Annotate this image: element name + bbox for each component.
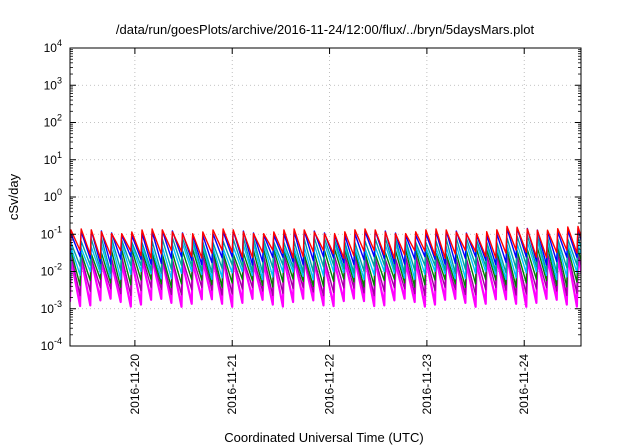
x-tick-label: 2016-11-21 xyxy=(225,354,239,415)
x-axis: 2016-11-20 2016-11-21 2016-11-22 2016-11-23… xyxy=(128,48,531,415)
y-tick-label: 10-2 xyxy=(41,262,62,279)
chart-title: /data/run/goesPlots/archive/2016-11-24/1… xyxy=(116,22,535,37)
y-tick-label: 10-3 xyxy=(41,299,62,316)
y-tick-label: 103 xyxy=(44,75,62,92)
series-group xyxy=(70,225,581,308)
y-tick-label: 104 xyxy=(44,38,62,55)
grid xyxy=(70,48,581,346)
x-tick-label: 2016-11-20 xyxy=(128,354,142,415)
y-axis: 10-4 10-3 10-2 10-1 100 101 102 103 104 xyxy=(41,38,581,353)
x-axis-label: Coordinated Universal Time (UTC) xyxy=(224,430,423,445)
series-line xyxy=(70,225,581,260)
y-tick-label: 101 xyxy=(44,150,62,167)
y-axis-label: cSv/day xyxy=(6,173,21,220)
x-tick-label: 2016-11-23 xyxy=(420,354,434,415)
y-tick-label: 10-1 xyxy=(41,224,62,241)
y-tick-label: 10-4 xyxy=(41,336,62,353)
x-tick-label: 2016-11-24 xyxy=(517,354,531,415)
x-tick-label: 2016-11-22 xyxy=(323,354,337,415)
y-tick-label: 100 xyxy=(44,187,62,204)
y-tick-label: 102 xyxy=(44,113,62,130)
